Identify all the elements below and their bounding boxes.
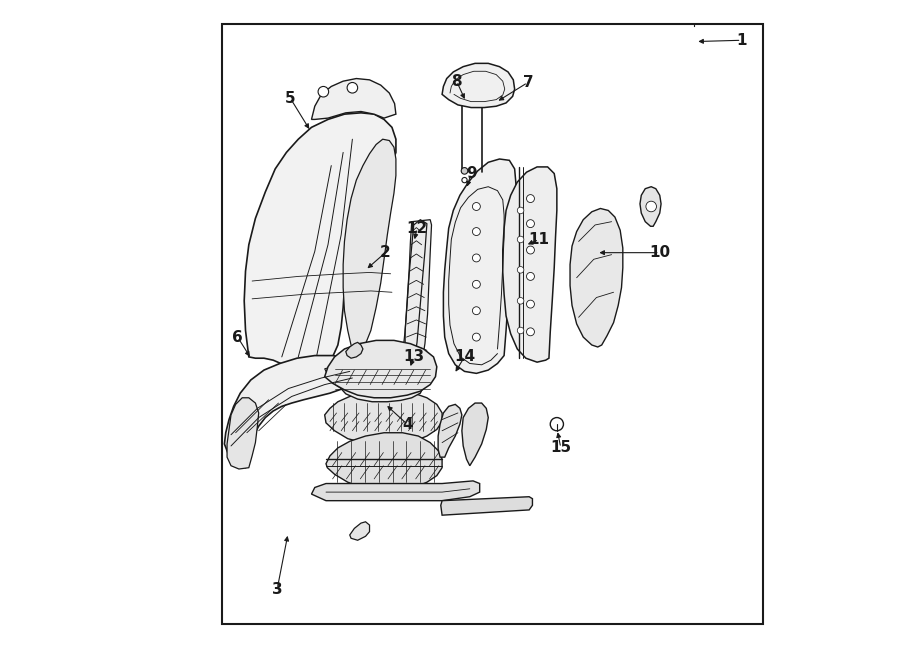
Circle shape bbox=[462, 177, 467, 182]
Polygon shape bbox=[640, 186, 662, 226]
Text: 3: 3 bbox=[272, 582, 283, 597]
Polygon shape bbox=[343, 139, 396, 357]
Circle shape bbox=[472, 227, 481, 235]
Text: 13: 13 bbox=[403, 350, 424, 364]
Circle shape bbox=[347, 83, 357, 93]
Polygon shape bbox=[503, 167, 557, 362]
Circle shape bbox=[526, 328, 535, 336]
Polygon shape bbox=[570, 208, 623, 347]
Polygon shape bbox=[442, 63, 515, 108]
Polygon shape bbox=[325, 391, 442, 444]
Circle shape bbox=[526, 246, 535, 254]
Text: 4: 4 bbox=[401, 416, 412, 432]
Circle shape bbox=[646, 201, 656, 212]
Circle shape bbox=[472, 333, 481, 341]
Polygon shape bbox=[326, 433, 442, 490]
Text: 15: 15 bbox=[550, 440, 572, 455]
Polygon shape bbox=[325, 365, 357, 389]
Text: 7: 7 bbox=[523, 75, 533, 90]
Bar bbox=[222, 24, 763, 624]
Polygon shape bbox=[311, 79, 396, 120]
Text: 12: 12 bbox=[407, 221, 428, 236]
Polygon shape bbox=[350, 522, 370, 540]
Polygon shape bbox=[444, 159, 516, 373]
Polygon shape bbox=[311, 481, 480, 500]
Circle shape bbox=[472, 280, 481, 288]
Circle shape bbox=[518, 327, 524, 334]
Circle shape bbox=[472, 254, 481, 262]
Text: 8: 8 bbox=[451, 73, 462, 89]
Circle shape bbox=[526, 194, 535, 202]
Text: 1: 1 bbox=[736, 33, 747, 48]
Circle shape bbox=[472, 307, 481, 315]
Polygon shape bbox=[244, 113, 396, 370]
Text: 6: 6 bbox=[232, 330, 243, 344]
Circle shape bbox=[518, 207, 524, 214]
Circle shape bbox=[318, 87, 328, 97]
Polygon shape bbox=[346, 342, 363, 358]
Circle shape bbox=[472, 202, 481, 210]
Polygon shape bbox=[227, 398, 258, 469]
Polygon shape bbox=[441, 496, 533, 515]
Polygon shape bbox=[402, 219, 431, 362]
Text: 9: 9 bbox=[466, 166, 476, 181]
Circle shape bbox=[518, 266, 524, 273]
Text: 10: 10 bbox=[649, 245, 670, 260]
Circle shape bbox=[518, 236, 524, 243]
Text: 11: 11 bbox=[528, 232, 550, 247]
Circle shape bbox=[461, 168, 468, 174]
Circle shape bbox=[518, 297, 524, 304]
Polygon shape bbox=[438, 405, 462, 457]
Polygon shape bbox=[462, 403, 489, 466]
Polygon shape bbox=[325, 340, 436, 398]
Polygon shape bbox=[338, 356, 424, 402]
Polygon shape bbox=[224, 356, 361, 468]
Text: 5: 5 bbox=[285, 91, 296, 106]
Circle shape bbox=[526, 219, 535, 227]
Circle shape bbox=[550, 418, 563, 431]
Text: 2: 2 bbox=[380, 245, 391, 260]
Circle shape bbox=[526, 300, 535, 308]
Text: 14: 14 bbox=[454, 350, 475, 364]
Circle shape bbox=[526, 272, 535, 280]
